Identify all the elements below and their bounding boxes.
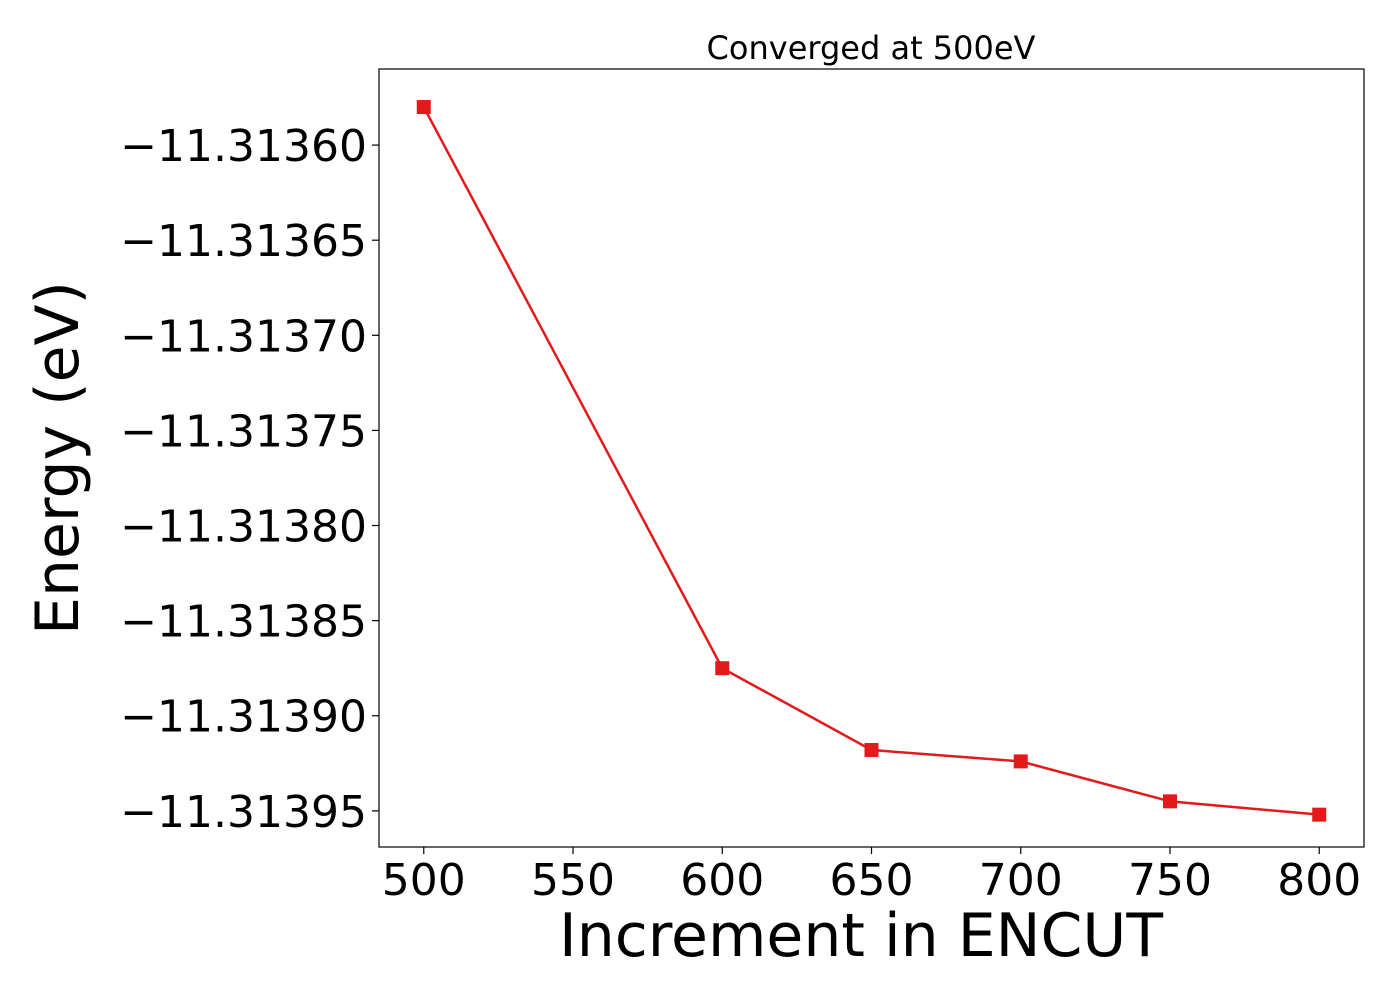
- y-tick-label: −11.31395: [120, 787, 367, 838]
- x-axis-ticks: 500 550 600 650 700 750 800: [382, 847, 1361, 906]
- plot-area-frame: [378, 68, 1365, 848]
- data-point-marker: [864, 742, 879, 757]
- chart-title: Converged at 500eV: [707, 29, 1036, 67]
- plot-series: [416, 100, 1327, 822]
- x-tick-label: 550: [531, 855, 615, 906]
- x-tick-label: 500: [382, 855, 466, 906]
- y-axis-title: Energy (eV): [23, 281, 93, 635]
- y-tick-label: −11.31390: [120, 692, 367, 743]
- x-tick-label: 600: [680, 855, 764, 906]
- data-point-marker: [1312, 807, 1327, 822]
- x-tick-label: 800: [1277, 855, 1361, 906]
- y-tick-label: −11.31375: [120, 406, 367, 457]
- y-tick-label: −11.31365: [120, 216, 367, 267]
- data-point-marker: [416, 100, 431, 115]
- data-point-marker: [1013, 754, 1028, 769]
- x-tick-label: 650: [830, 855, 914, 906]
- y-tick-label: −11.31370: [120, 311, 367, 362]
- x-tick-label: 750: [1128, 855, 1212, 906]
- y-tick-label: −11.31380: [120, 502, 367, 553]
- y-tick-label: −11.31360: [120, 121, 367, 172]
- data-point-marker: [1162, 794, 1177, 809]
- series-line: [422, 106, 1320, 816]
- x-axis-title: Increment in ENCUT: [559, 901, 1163, 971]
- x-tick-label: 700: [979, 855, 1063, 906]
- y-tick-label: −11.31385: [120, 597, 367, 648]
- data-point-marker: [715, 661, 730, 676]
- y-axis-ticks: −11.31360 −11.31365 −11.31370 −11.31375 −11.…: [120, 121, 379, 838]
